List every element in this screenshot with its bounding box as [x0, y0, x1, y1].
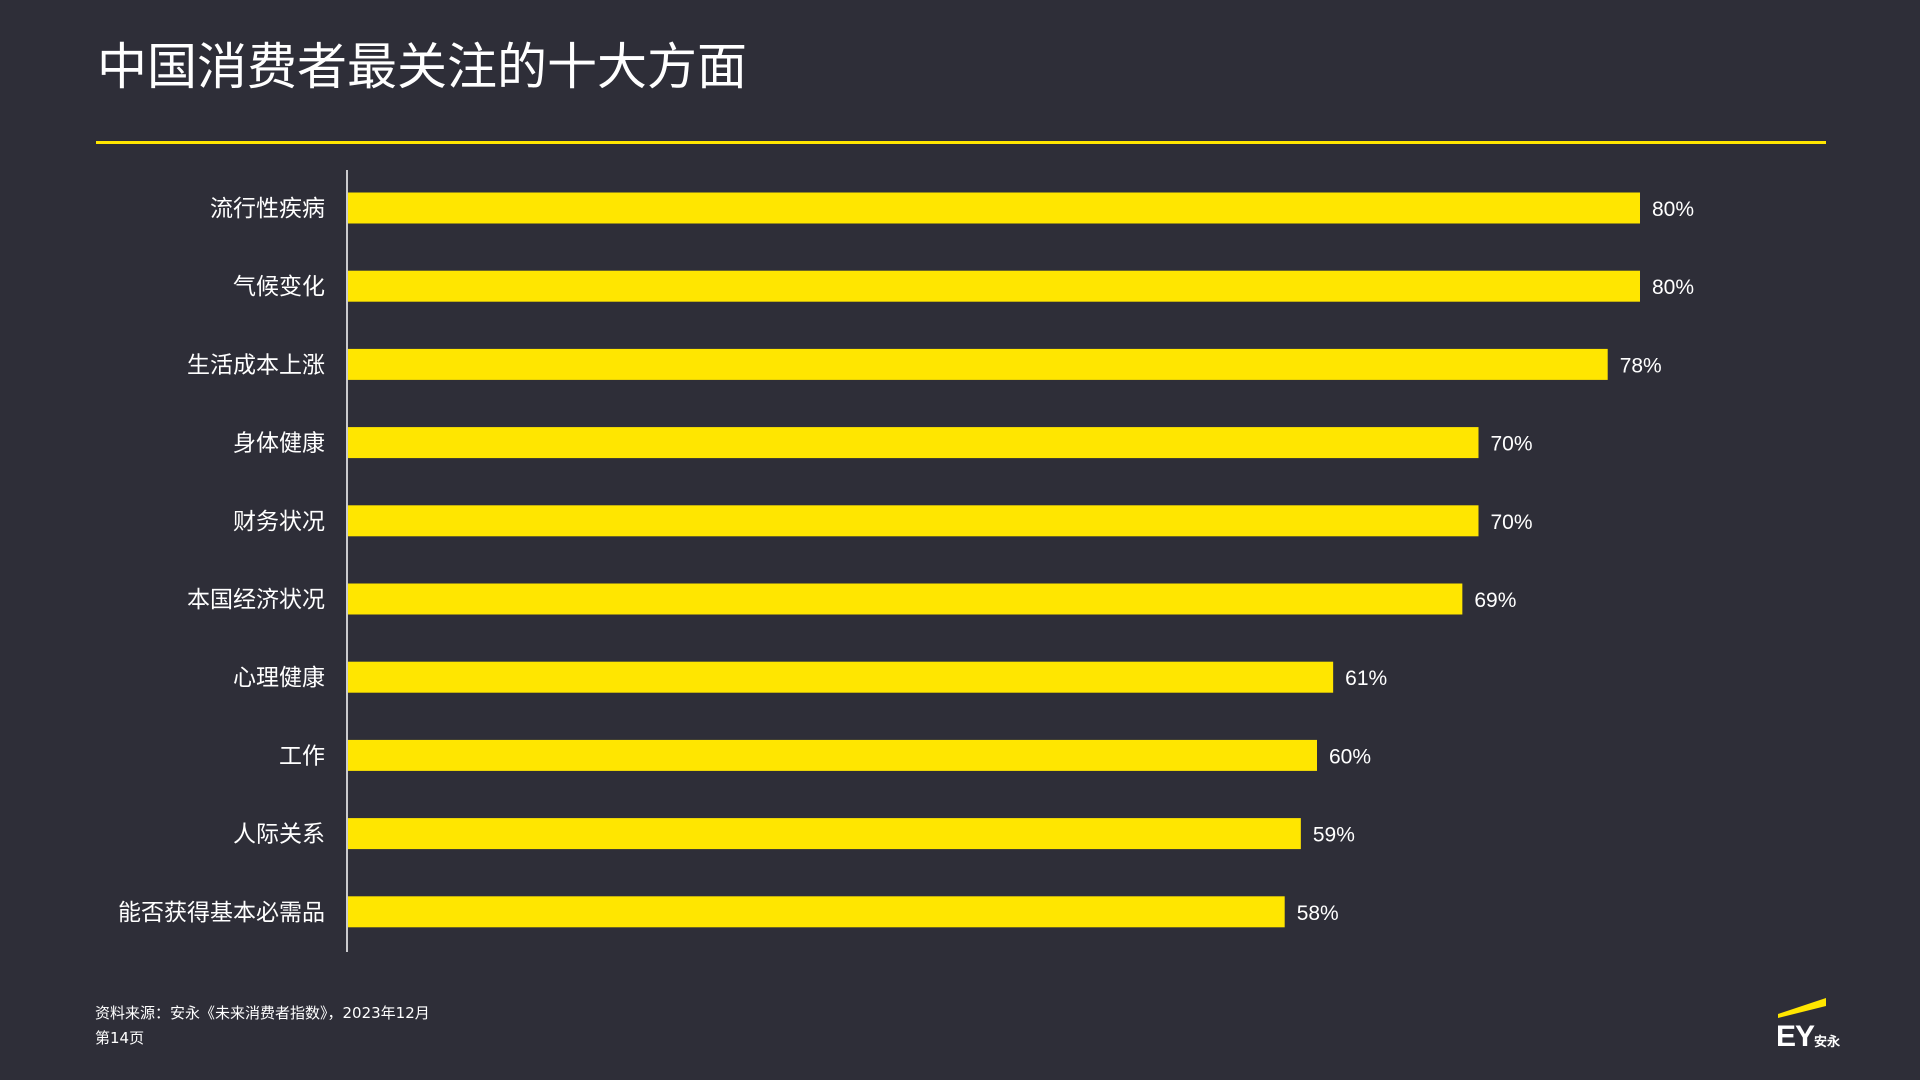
logo-mark-text: EY [1776, 1020, 1815, 1053]
value-label: 80% [1652, 276, 1694, 299]
page-title: 中国消费者最关注的十大方面 [97, 38, 747, 96]
bar [348, 583, 1463, 615]
ey-logo: EY安永 [1776, 1022, 1840, 1058]
bar [348, 661, 1334, 693]
category-label: 流行性疾病 [210, 196, 325, 222]
bar [348, 739, 1317, 771]
title-underline [96, 141, 1826, 144]
bar-chart: 流行性疾病 80% 气候变化 80% 生活成本上涨 78% 身体健康 70% 财务状况 70% 本国… [118, 170, 1694, 952]
category-label: 工作 [279, 743, 325, 769]
bar [348, 818, 1301, 850]
bar [348, 427, 1479, 459]
value-label: 58% [1297, 902, 1339, 925]
category-label: 气候变化 [233, 274, 325, 300]
value-label: 59% [1313, 824, 1355, 847]
ey-logo-beam [1778, 998, 1826, 1018]
value-label: 69% [1474, 589, 1516, 612]
category-label: 本国经济状况 [187, 587, 325, 613]
bar [348, 192, 1640, 224]
value-label: 78% [1620, 354, 1662, 377]
page-number: 第14页 [95, 1029, 145, 1047]
bar [348, 270, 1640, 302]
source-note: 资料来源：安永《未来消费者指数》，2023年12月 [95, 1004, 430, 1022]
logo-name-text: 安永 [1814, 1035, 1841, 1050]
value-label: 60% [1329, 745, 1371, 768]
value-label: 80% [1652, 198, 1694, 221]
category-label: 身体健康 [233, 431, 325, 457]
value-label: 61% [1345, 667, 1387, 690]
value-label: 70% [1491, 433, 1533, 456]
bar [348, 896, 1285, 928]
bar [348, 348, 1608, 380]
bar [348, 505, 1479, 537]
category-label: 心理健康 [233, 665, 325, 691]
category-label: 能否获得基本必需品 [118, 900, 325, 926]
category-label: 财务状况 [233, 509, 325, 535]
category-label: 生活成本上涨 [187, 352, 325, 378]
category-label: 人际关系 [233, 822, 325, 848]
value-label: 70% [1491, 511, 1533, 534]
